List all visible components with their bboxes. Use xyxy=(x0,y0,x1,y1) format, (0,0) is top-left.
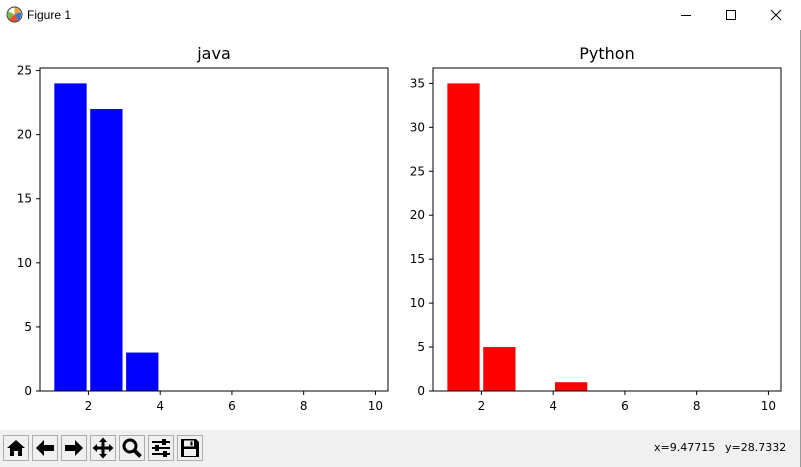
forward-button[interactable] xyxy=(61,435,87,461)
java-ytick-label: 25 xyxy=(17,64,32,78)
home-icon xyxy=(7,440,25,456)
arrow-left-icon xyxy=(36,440,54,456)
java-xtick-label: 6 xyxy=(228,399,236,413)
java-ytick-label: 0 xyxy=(24,384,32,398)
java-ytick-label: 15 xyxy=(17,192,32,206)
figure-canvas[interactable]: 2 4 6 8 10 0 5 10 15 20 25 java 2 4 6 8 10 0 5 10 15 20 25 30 35… xyxy=(0,30,800,430)
close-button[interactable] xyxy=(753,0,799,30)
minimize-button[interactable] xyxy=(663,0,709,30)
python-ytick-label: 15 xyxy=(410,252,425,266)
python-xtick-label: 2 xyxy=(478,399,486,413)
java-ytick-label: 20 xyxy=(17,128,32,142)
zoom-button[interactable] xyxy=(119,435,145,461)
floppy-disk-icon xyxy=(181,439,199,457)
java-bar-1 xyxy=(54,83,87,391)
python-ytick-label: 20 xyxy=(410,208,425,222)
matplotlib-logo-icon xyxy=(6,6,23,23)
maximize-icon xyxy=(726,10,736,20)
subplots-button[interactable] xyxy=(148,435,174,461)
move-icon xyxy=(92,437,114,459)
python-ytick-label: 30 xyxy=(410,120,425,134)
java-ytick-label: 10 xyxy=(17,256,32,270)
arrow-right-icon xyxy=(65,440,83,456)
python-ytick-label: 35 xyxy=(410,76,425,90)
maximize-button[interactable] xyxy=(708,0,754,30)
figure-svg: 2 4 6 8 10 0 5 10 15 20 25 java 2 4 6 8 10 0 5 10 15 20 25 30 35… xyxy=(17,44,782,413)
java-chart-title: java xyxy=(196,44,231,63)
python-ytick-label: 10 xyxy=(410,296,425,310)
python-xtick-label: 10 xyxy=(761,399,776,413)
java-xtick-label: 8 xyxy=(300,399,308,413)
java-ytick-label: 5 xyxy=(24,320,32,334)
python-xtick-label: 4 xyxy=(549,399,557,413)
pan-button[interactable] xyxy=(90,435,116,461)
save-button[interactable] xyxy=(177,435,203,461)
java-bar-2 xyxy=(90,109,123,392)
minimize-icon xyxy=(681,15,691,16)
python-bar-1 xyxy=(447,83,480,391)
sliders-icon xyxy=(152,439,170,457)
python-ytick-label: 5 xyxy=(417,340,425,354)
java-xtick-label: 4 xyxy=(156,399,164,413)
cursor-x-readout: x=9.47715 xyxy=(654,441,716,454)
python-xtick-label: 6 xyxy=(621,399,629,413)
java-axes-frame xyxy=(39,67,389,392)
java-xtick-label: 2 xyxy=(85,399,93,413)
java-xtick-label: 10 xyxy=(368,399,383,413)
cursor-y-readout: y=28.7332 xyxy=(725,441,787,454)
window-title: Figure 1 xyxy=(27,8,72,22)
close-icon xyxy=(770,9,782,21)
python-bar-3 xyxy=(554,382,588,391)
python-xtick-label: 8 xyxy=(693,399,701,413)
window-titlebar: Figure 1 xyxy=(0,0,801,30)
navigation-toolbar: x=9.47715 y=28.7332 xyxy=(0,430,800,467)
home-button[interactable] xyxy=(3,435,29,461)
magnifier-icon xyxy=(122,438,142,458)
python-chart-title: Python xyxy=(579,44,634,63)
java-bar-3 xyxy=(126,352,159,391)
python-bar-2 xyxy=(483,347,516,391)
python-ytick-label: 25 xyxy=(410,164,425,178)
python-axes-frame xyxy=(432,67,782,392)
back-button[interactable] xyxy=(32,435,58,461)
python-ytick-label: 0 xyxy=(417,384,425,398)
